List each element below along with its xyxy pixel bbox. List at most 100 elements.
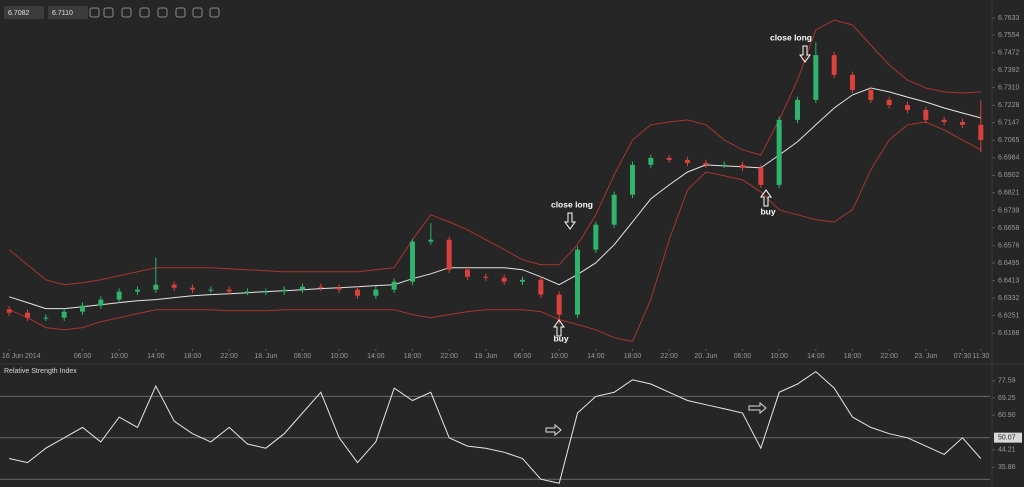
y-tick-label: 77.59 — [998, 378, 1016, 385]
candle-body — [245, 291, 250, 293]
draw-icon[interactable] — [157, 7, 168, 18]
y-tick-label: 6.7310 — [998, 84, 1020, 91]
candle-body — [666, 157, 672, 160]
candle-body — [721, 164, 727, 166]
rsi-arrow — [748, 401, 767, 415]
y-tick-label: 6.6984 — [998, 155, 1020, 162]
candle-body — [355, 289, 360, 296]
y-tick-label: 60.90 — [998, 412, 1016, 419]
x-tick-label: 07:30 — [954, 353, 972, 360]
y-tick-label: 6.6658 — [998, 225, 1020, 232]
x-tick-label: 10:00 — [770, 353, 788, 360]
y-tick-label: 44.21 — [998, 447, 1016, 454]
y-tick-label: 6.6821 — [998, 190, 1020, 197]
x-tick-label: 06:00 — [734, 353, 752, 360]
x-tick-label: 23. Jun — [914, 353, 937, 360]
y-tick-label: 6.6495 — [998, 260, 1020, 267]
x-tick-label: 06:00 — [74, 353, 92, 360]
candle-body — [135, 289, 140, 292]
y-tick-label: 6.6902 — [998, 172, 1020, 179]
candle-body — [813, 55, 819, 100]
rsi-arrows — [545, 401, 767, 437]
candle-body — [483, 276, 489, 278]
camera-icon[interactable] — [192, 7, 203, 18]
candle-body — [886, 99, 892, 106]
pen-icon[interactable] — [209, 7, 220, 18]
y-tick-label: 6.7065 — [998, 137, 1020, 144]
candle-body — [446, 239, 452, 270]
candle-body — [80, 305, 85, 312]
candle-body — [336, 287, 342, 290]
rsi-arrow — [545, 423, 562, 437]
indicator-icon[interactable] — [139, 7, 150, 18]
toolbar-icons — [89, 7, 220, 18]
bid-box[interactable] — [4, 6, 44, 19]
y-tick-label: 6.7228 — [998, 102, 1020, 109]
x-tick-label: 14:00 — [147, 353, 165, 360]
candle-body — [281, 289, 287, 292]
candle-body — [575, 249, 580, 315]
candle-body — [740, 164, 745, 168]
y-tick-label: 6.6332 — [998, 295, 1020, 302]
candle-body — [226, 289, 232, 292]
candle-body — [428, 239, 434, 242]
candle-body — [208, 289, 214, 291]
candle-body — [373, 289, 379, 296]
x-tick-label: 06:00 — [294, 353, 312, 360]
y-tick-label: 6.6739 — [998, 207, 1020, 214]
x-tick-label: 10:00 — [110, 353, 128, 360]
x-tick-label: 14:00 — [587, 353, 605, 360]
candle-body — [923, 109, 929, 120]
chart-type-icon[interactable] — [121, 7, 132, 18]
candle-body — [905, 105, 910, 110]
y-tick-label: 6.7472 — [998, 50, 1020, 57]
indicator-line — [9, 87, 981, 310]
candle-body — [960, 122, 965, 125]
candle-body — [630, 164, 635, 195]
zoom-in-icon[interactable] — [89, 7, 100, 18]
candle-body — [263, 291, 269, 293]
annotation-label: buy — [553, 333, 568, 343]
candle-body — [520, 279, 525, 282]
x-tick-label: 22:00 — [660, 353, 678, 360]
annotation-arrow — [760, 189, 772, 207]
x-tick-label: 10:00 — [550, 353, 568, 360]
current-value: 50.07 — [998, 434, 1016, 441]
annotation-label: buy — [760, 206, 775, 216]
x-tick-label: 18:00 — [404, 353, 422, 360]
candle-body — [153, 284, 159, 290]
candle-body — [941, 119, 947, 123]
x-tick-label: 16 Jun 2014 — [2, 353, 41, 360]
zoom-out-icon[interactable] — [103, 7, 114, 18]
ask-box[interactable] — [48, 6, 88, 19]
candle-body — [318, 286, 324, 288]
indicator-line — [8, 121, 982, 343]
candle-body — [758, 167, 764, 185]
y-tick-label: 69.25 — [998, 395, 1016, 402]
settings-icon[interactable] — [175, 7, 186, 18]
x-tick-label: 22:00 — [440, 353, 458, 360]
candle-body — [556, 294, 562, 315]
x-tick-label: 18. Jun — [254, 353, 277, 360]
indicator-line — [8, 19, 981, 286]
candle-body — [6, 309, 12, 313]
y-tick-label: 6.6576 — [998, 242, 1020, 249]
x-tick-label: 20. Jun — [694, 353, 717, 360]
candle-body — [171, 284, 177, 288]
candle-body — [25, 312, 30, 318]
y-tick-label: 6.7633 — [998, 15, 1020, 22]
x-tick-label: 18:00 — [184, 353, 202, 360]
candle-body — [98, 299, 104, 306]
x-tick-label: 11:30 — [972, 353, 989, 360]
x-tick-label: 19. Jun — [474, 353, 497, 360]
x-tick-label: 14:00 — [367, 353, 385, 360]
candle-body — [648, 157, 654, 165]
candle-body — [685, 159, 690, 163]
candle-body — [300, 286, 305, 290]
annotation-label: close long — [551, 199, 593, 209]
candle-body — [61, 311, 67, 318]
rsi-title: Relative Strength Index — [4, 368, 77, 375]
